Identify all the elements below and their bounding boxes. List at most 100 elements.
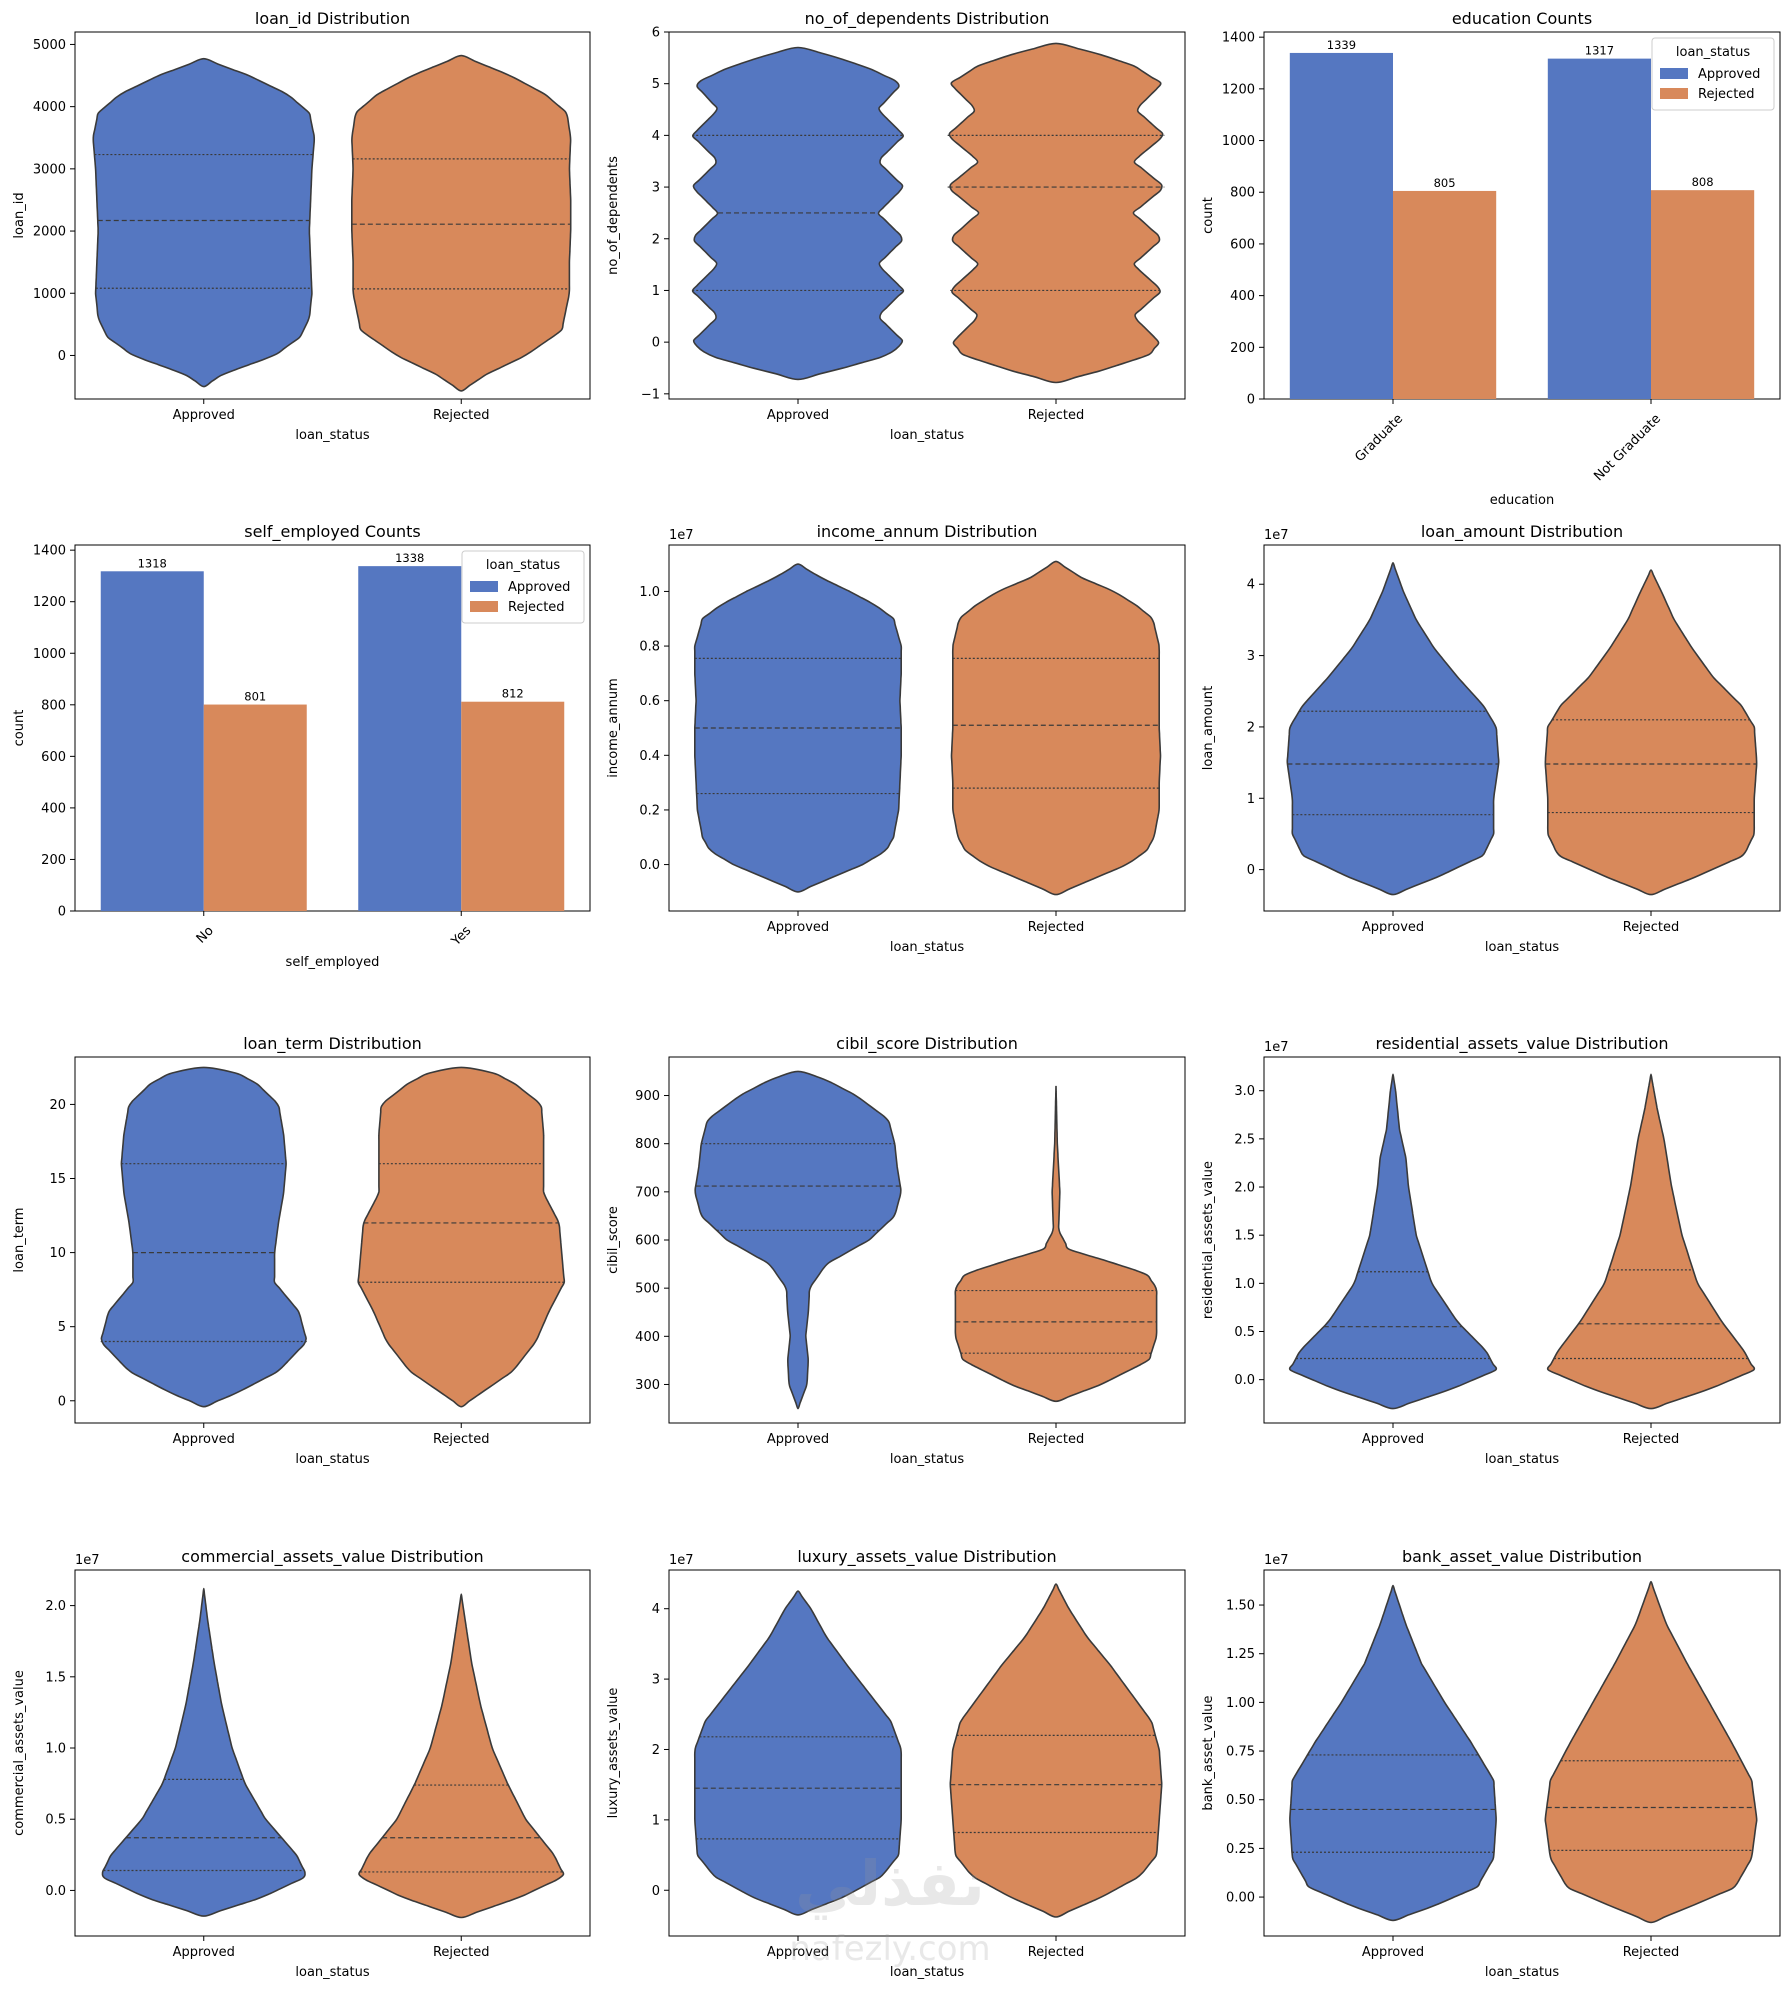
x-tick-label: Rejected [1028, 408, 1085, 423]
chart-title: education Counts [1452, 9, 1592, 28]
bar-data-label: 808 [1692, 175, 1714, 189]
y-axis-label: loan_amount [1201, 686, 1216, 770]
y-tick-label: 1.0 [1234, 1277, 1255, 1292]
x-tick-label: Approved [173, 408, 235, 423]
y-tick-label: 1.0 [45, 1742, 66, 1757]
bar-rejected-not-graduate [1651, 190, 1754, 399]
violin-approved [1287, 563, 1498, 895]
chart-title: cibil_score Distribution [836, 1034, 1018, 1054]
chart-title: loan_amount Distribution [1421, 522, 1623, 542]
y-tick-label: 2 [1247, 720, 1255, 735]
x-tick-label: Approved [1362, 1432, 1424, 1447]
x-tick-label: Rejected [1028, 920, 1085, 935]
y-offset-label: 1e7 [669, 1553, 694, 1568]
x-tick-label: Rejected [1028, 1945, 1085, 1960]
y-tick-label: 4 [652, 1602, 660, 1617]
y-tick-label: 0.0 [45, 1884, 66, 1899]
x-tick-label: Approved [173, 1945, 235, 1960]
legend-swatch-rejected [1660, 88, 1688, 99]
chart-title: bank_asset_value Distribution [1402, 1547, 1642, 1567]
y-tick-label: 0.75 [1226, 1745, 1255, 1760]
x-axis-label: loan_status [1485, 940, 1559, 955]
bar-rejected-yes [461, 702, 564, 911]
y-axis-label: no_of_dependents [606, 156, 621, 275]
legend-swatch-approved [1660, 68, 1688, 79]
y-tick-label: 0 [58, 1394, 66, 1409]
bar-approved-no [101, 571, 204, 911]
y-tick-label: 800 [635, 1137, 660, 1152]
bar-data-label: 1318 [138, 556, 167, 570]
legend-swatch-approved [470, 581, 498, 592]
y-offset-label: 1e7 [1264, 1040, 1289, 1055]
x-axis-label: self_employed [286, 955, 380, 970]
y-tick-label: 0.25 [1226, 1842, 1255, 1857]
y-tick-label: 20 [49, 1098, 66, 1113]
y-axis-label: loan_term [12, 1207, 27, 1272]
subplot-12: bank_asset_value Distribution 0.00 0.25 0.5… [1201, 1547, 1780, 1980]
y-tick-label: 600 [635, 1234, 660, 1249]
y-tick-label: 800 [41, 698, 66, 713]
y-offset-label: 1e7 [669, 528, 694, 543]
y-tick-label: 1.00 [1226, 1696, 1255, 1711]
x-tick-label: Approved [767, 408, 829, 423]
legend-title: loan_status [1676, 45, 1750, 60]
x-axis-label: loan_status [295, 428, 369, 443]
y-tick-label: 0.5 [45, 1813, 66, 1828]
y-tick-label: 0 [58, 905, 66, 920]
y-tick-label: 1.5 [1234, 1229, 1255, 1244]
y-tick-label: 600 [1230, 237, 1255, 252]
chart-title: commercial_assets_value Distribution [181, 1547, 483, 1567]
x-axis-label: loan_status [295, 1452, 369, 1467]
y-tick-label: 1.5 [45, 1670, 66, 1685]
y-tick-label: 1 [1247, 792, 1255, 807]
y-tick-label: 5 [652, 77, 660, 92]
violin-approved [93, 59, 314, 387]
x-tick-label: No [194, 923, 217, 946]
y-offset-label: 1e7 [1264, 528, 1289, 543]
y-tick-label: 3 [1247, 649, 1255, 664]
chart-title: loan_term Distribution [243, 1034, 422, 1054]
x-tick-label: Approved [173, 1432, 235, 1447]
x-tick-label: Rejected [433, 1432, 490, 1447]
subplot-7: loan_term Distribution 0 5 10 15 20 loan_term A… [12, 1034, 590, 1467]
bar-rejected-graduate [1393, 191, 1496, 399]
legend: loan_statusApprovedRejected [462, 551, 584, 623]
y-tick-label: 2 [652, 232, 660, 247]
subplot-5: income_annum Distribution0.00.20.40.60.8… [606, 522, 1185, 955]
bar-data-label: 801 [244, 690, 266, 704]
y-tick-label: 2.0 [45, 1599, 66, 1614]
legend-label: Approved [508, 580, 570, 595]
y-tick-label: 500 [635, 1282, 660, 1297]
y-tick-label: 800 [1230, 186, 1255, 201]
bar-data-label: 1338 [395, 551, 424, 565]
y-axis-label: income_annum [606, 678, 621, 777]
y-tick-label: 0.50 [1226, 1793, 1255, 1808]
x-axis-label: loan_status [295, 1965, 369, 1980]
subplot-10: commercial_assets_value Distribution 0.0 0… [12, 1547, 590, 1980]
y-tick-label: 0.0 [639, 858, 660, 873]
violin-approved [695, 564, 902, 892]
y-tick-label: 0 [652, 336, 660, 351]
y-tick-label: 1000 [1222, 134, 1255, 149]
x-tick-label: Approved [767, 1945, 829, 1960]
subplot-3: education Counts 0 200 400 600 800 1000 1200 140… [1201, 9, 1780, 508]
y-tick-label: 0.8 [639, 640, 660, 655]
x-tick-label: Approved [1362, 920, 1424, 935]
y-tick-label: 6 [652, 26, 660, 41]
x-axis-label: loan_status [1485, 1965, 1559, 1980]
y-tick-label: 4 [652, 129, 660, 144]
y-offset-label: 1e7 [1264, 1553, 1289, 1568]
violin-rejected [352, 56, 571, 391]
y-tick-label: 700 [635, 1185, 660, 1200]
y-tick-label: 3 [652, 1673, 660, 1688]
y-tick-label: 1000 [33, 287, 66, 302]
legend-swatch-rejected [470, 601, 498, 612]
y-axis-label: residential_assets_value [1201, 1161, 1216, 1319]
legend-title: loan_status [486, 558, 560, 573]
y-tick-label: 1000 [33, 647, 66, 662]
y-tick-label: 0.5 [1234, 1325, 1255, 1340]
violin-approved [1290, 1586, 1496, 1921]
y-axis-label: count [12, 710, 27, 747]
y-tick-label: 2000 [33, 225, 66, 240]
bar-approved-not-graduate [1548, 59, 1651, 399]
